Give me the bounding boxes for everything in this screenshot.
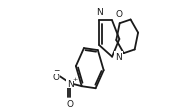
Text: N: N bbox=[96, 8, 103, 17]
Text: N: N bbox=[115, 53, 122, 62]
Text: O: O bbox=[67, 99, 74, 108]
Text: N: N bbox=[67, 79, 74, 88]
Text: O: O bbox=[115, 10, 122, 19]
Text: O: O bbox=[53, 72, 60, 81]
Text: +: + bbox=[72, 76, 78, 81]
Text: −: − bbox=[53, 65, 59, 74]
